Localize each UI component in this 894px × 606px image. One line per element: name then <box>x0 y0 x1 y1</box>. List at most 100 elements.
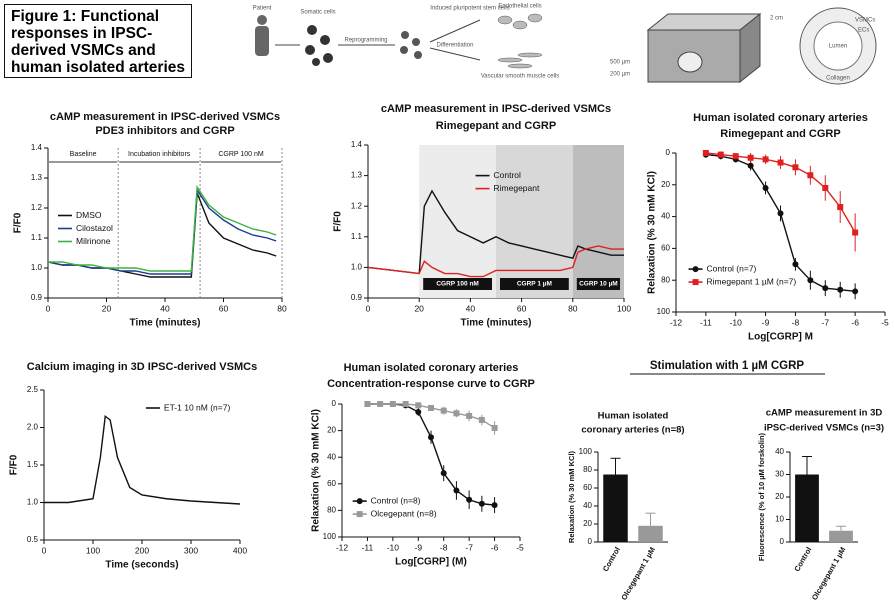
cells <box>305 25 333 66</box>
legend-label: Control (n=8) <box>371 495 421 505</box>
y-tick-label: 40 <box>661 212 670 221</box>
x-tick-label: -9 <box>415 542 423 552</box>
marker <box>807 277 814 284</box>
schematic: Patient Somatic cells Reprogramming Indu… <box>253 4 560 80</box>
chart-subtitle: iPSC-derived VSMCs (n=3) <box>764 423 884 434</box>
legend-label: Olcegepant (n=8) <box>371 508 437 518</box>
phase-label: CGRP 1 µM <box>517 281 552 288</box>
x-axis-label: Time (minutes) <box>461 318 532 329</box>
y-tick-label: 0.5 <box>27 535 39 544</box>
y-tick-label: 1.3 <box>31 173 43 182</box>
y-tick-label: 40 <box>583 501 592 510</box>
series-line <box>367 403 495 506</box>
y-tick-label: 20 <box>327 426 336 435</box>
x-tick-label: 100 <box>86 545 100 555</box>
y-tick-label: 1.5 <box>27 460 39 469</box>
series-line <box>47 187 277 275</box>
series-line <box>48 184 277 272</box>
y-tick-label: 0.9 <box>351 293 363 302</box>
y-tick-label: 1.4 <box>31 143 43 152</box>
y-tick-label: 1.4 <box>351 140 363 149</box>
marker <box>777 210 784 217</box>
y-axis-label: Fluorescence (% of 10 µM forskolin) <box>757 432 766 561</box>
y-tick-label: 40 <box>775 447 784 456</box>
phase-label: CGRP 100 nM <box>218 151 264 158</box>
bar <box>638 525 663 542</box>
marker <box>453 487 460 494</box>
x-tick-label: -9 <box>762 317 770 327</box>
y-tick-label: 2.0 <box>27 423 39 432</box>
x-tick-label: -11 <box>700 317 712 327</box>
schematic-label: Reprogramming <box>344 38 387 44</box>
chart-title: cAMP measurement in 3D <box>766 408 883 419</box>
x-tick-label: Olcegepant 1 µM <box>619 545 657 601</box>
y-tick-label: 80 <box>661 275 670 284</box>
panel: cAMP measurement in IPSC-derived VSMCs Ri… <box>333 103 632 329</box>
arrow <box>429 19 481 43</box>
x-tick-label: Control <box>601 545 622 573</box>
panel: cAMP measurement in 3D iPSC-derived VSMCs… <box>757 408 884 602</box>
legend-label: Cilostazol <box>76 223 113 233</box>
y-tick-label: 1.1 <box>351 232 363 241</box>
marker <box>777 159 784 166</box>
legend-label: Rimegepant 1 µM (n=7) <box>707 276 797 286</box>
y-tick-label: 20 <box>583 519 592 528</box>
y-tick-label: 1.2 <box>351 201 363 210</box>
schematic-label: Patient <box>253 6 272 12</box>
marker <box>440 407 447 414</box>
y-tick-label: 0.9 <box>31 293 43 302</box>
chart-subtitle: Rimegepant and CGRP <box>720 128 840 140</box>
x-tick-label: 400 <box>233 545 247 555</box>
y-tick-label: 1.3 <box>351 171 363 180</box>
marker <box>717 151 724 158</box>
y-tick-label: 80 <box>327 506 336 515</box>
x-tick-label: 100 <box>617 303 631 313</box>
marker <box>852 229 859 236</box>
legend-label: DMSO <box>76 210 102 220</box>
schematic-label: Induced pluripotent stem cells <box>430 6 509 12</box>
marker <box>415 408 422 415</box>
x-tick-label: 60 <box>517 303 527 313</box>
patient-icon <box>255 26 269 56</box>
y-tick-label: 30 <box>775 470 784 479</box>
phase-label: CGRP 100 nM <box>436 281 479 288</box>
marker <box>377 401 384 407</box>
x-axis-label: Time (seconds) <box>105 560 178 571</box>
tissue-schematic: 2 cm 500 µm 200 µm VSMCs ECs Lumen Colla… <box>610 7 877 85</box>
x-tick-label: 300 <box>184 545 198 555</box>
phase-label: CGRP 10 µM <box>579 281 618 288</box>
x-axis-label: Log[CGRP] M <box>748 332 813 343</box>
y-axis-label: Relaxation (% 30 mM KCl) <box>647 171 658 294</box>
marker <box>478 500 485 507</box>
bar <box>603 474 628 542</box>
marker <box>466 412 473 419</box>
schematic-label: Endothelial cells <box>498 4 541 10</box>
chart-subtitle: coronary arteries (n=8) <box>581 425 684 436</box>
marker <box>762 184 769 191</box>
x-tick-label: 80 <box>568 303 578 313</box>
schematic-label: Somatic cells <box>300 10 335 16</box>
series-line <box>367 245 624 278</box>
x-axis-label: Log[CGRP] (M) <box>395 557 467 568</box>
series-line <box>367 189 624 275</box>
legend-marker <box>356 511 363 518</box>
panel: Human isolated coronary arteries Rimegepa… <box>647 112 889 343</box>
marker <box>491 424 498 431</box>
lumen <box>813 21 863 71</box>
marker <box>837 204 844 211</box>
panel: Calcium imaging in 3D IPSC-derived VSMCs… <box>9 361 258 571</box>
marker <box>389 401 396 407</box>
marker <box>478 416 485 423</box>
legend-marker <box>356 498 363 505</box>
phase-shade <box>572 145 624 298</box>
marker <box>747 154 754 161</box>
legend-label: Rimegepant <box>494 183 540 193</box>
x-tick-label: -12 <box>336 542 349 552</box>
y-tick-label: 1.0 <box>27 498 39 507</box>
cube <box>739 12 761 84</box>
schematic-label: VSMCs <box>855 18 875 24</box>
y-axis-label: F/F0 <box>13 212 24 233</box>
marker <box>702 150 709 156</box>
x-tick-label: Control <box>792 545 813 573</box>
